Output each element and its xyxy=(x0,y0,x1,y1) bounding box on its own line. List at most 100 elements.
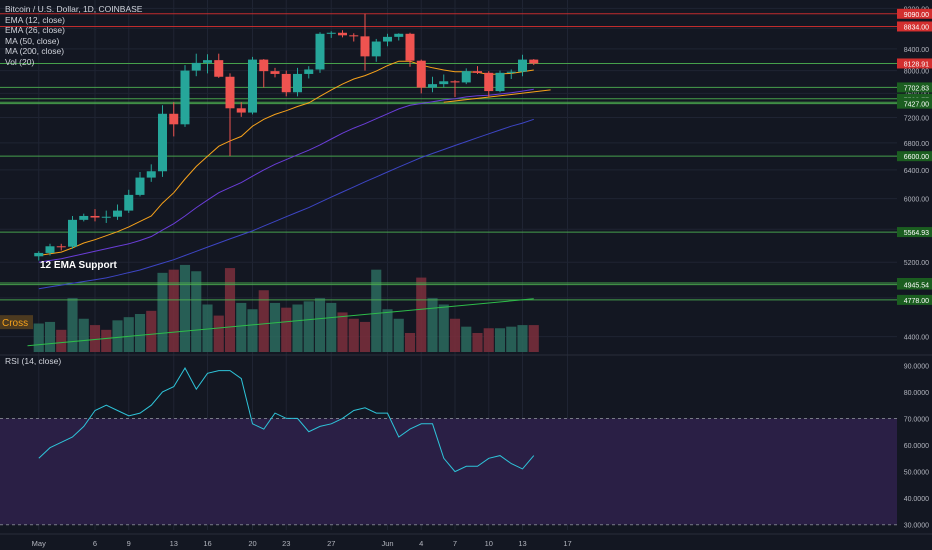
candle-body xyxy=(484,72,494,92)
legend-ema26[interactable]: EMA (26, close) xyxy=(5,25,65,35)
volume-bar xyxy=(89,325,101,352)
volume-bar xyxy=(494,328,506,352)
candle-body xyxy=(518,59,527,72)
trendline xyxy=(443,89,551,103)
legend-ma200[interactable]: MA (200, close) xyxy=(5,46,65,56)
candle-body xyxy=(101,216,111,218)
rsi-tick-label: 40.0000 xyxy=(904,496,929,503)
candle-body xyxy=(315,33,325,70)
ema26-line xyxy=(38,88,534,263)
price-axis-tag xyxy=(897,227,932,238)
candle-body xyxy=(383,36,392,42)
volume-bar xyxy=(179,264,191,352)
price-tick-label: 5200.00 xyxy=(904,260,929,267)
candle-body xyxy=(203,60,212,63)
candle-body xyxy=(495,72,505,92)
candle-body xyxy=(146,171,156,178)
ma200-line xyxy=(27,298,534,347)
volume-bar xyxy=(146,310,157,352)
candle-body xyxy=(248,59,257,113)
volume-bar xyxy=(269,302,281,352)
volume-bar xyxy=(528,325,539,352)
price-tick-label: 6000.00 xyxy=(904,197,929,204)
candle-body xyxy=(158,113,167,172)
price-axis-tag xyxy=(897,8,932,19)
time-tick-label: May xyxy=(32,539,46,548)
volume-bar xyxy=(101,329,112,352)
candle-body xyxy=(360,36,370,57)
rsi-tick-label: 30.0000 xyxy=(904,523,929,530)
price-axis-tag xyxy=(897,58,932,69)
price-axis-tag-label: 5564.93 xyxy=(904,230,929,237)
volume-bar xyxy=(382,309,393,352)
price-tick-label: 8000.00 xyxy=(904,69,929,76)
volume-bar xyxy=(348,318,359,352)
rsi-line xyxy=(38,366,535,473)
cross-annotation-bg xyxy=(0,315,33,330)
time-tick-label: 17 xyxy=(563,539,571,548)
volume-bar xyxy=(314,298,326,352)
price-axis-tag-label: 8128.91 xyxy=(904,61,929,68)
volume-bar xyxy=(236,302,247,352)
rsi-band xyxy=(0,418,897,525)
rsi-axis-background xyxy=(897,356,932,536)
candle-body xyxy=(461,71,471,83)
volume-bar xyxy=(506,326,517,352)
volume-bar xyxy=(461,326,472,352)
time-tick-label: 20 xyxy=(248,539,256,548)
volume-bar xyxy=(157,272,168,352)
price-axis-tag xyxy=(897,279,932,290)
candle-body xyxy=(225,76,235,109)
volume-bar xyxy=(213,315,224,352)
price-axis-tag-label: 6600.00 xyxy=(904,154,929,161)
volume-bar xyxy=(517,325,528,352)
candle-body xyxy=(281,73,291,93)
candle-body xyxy=(270,71,280,74)
candle-body xyxy=(124,194,134,211)
rsi-tick-label: 50.0000 xyxy=(904,470,929,477)
price-axis-tag xyxy=(897,294,932,305)
legend-volume[interactable]: Vol (20) xyxy=(5,56,35,67)
rsi-legend[interactable]: RSI (14, close) xyxy=(5,356,62,366)
volume-bar xyxy=(337,312,348,352)
volume-bar xyxy=(449,318,461,352)
candle-body xyxy=(394,33,404,37)
volume-bar xyxy=(202,304,213,352)
price-axis-tag xyxy=(897,82,932,93)
candle-body xyxy=(259,59,269,72)
time-tick-label: 9 xyxy=(127,539,131,548)
candle-body xyxy=(529,59,539,64)
volume-bar xyxy=(191,271,202,352)
volume-bar xyxy=(326,302,337,352)
volume-bar xyxy=(224,268,236,352)
price-axis-tag xyxy=(897,151,932,162)
ma50-line xyxy=(38,118,534,290)
rsi-tick-label: 80.0000 xyxy=(904,390,929,397)
volume-bar xyxy=(78,318,89,352)
cross-annotation: Cross xyxy=(2,318,28,329)
support-annotation: 12 EMA Support xyxy=(40,260,118,271)
price-tick-label: 6800.00 xyxy=(904,141,929,148)
candle-body xyxy=(473,71,482,73)
candle-body xyxy=(68,219,77,247)
volume-bar xyxy=(404,333,416,352)
time-tick-label: 16 xyxy=(203,539,211,548)
candle-body xyxy=(450,81,460,83)
price-axis-tag-label: 9090.00 xyxy=(904,12,929,19)
legend-ema12[interactable]: EMA (12, close) xyxy=(5,14,65,25)
price-axis-tag-label: 7427.00 xyxy=(904,102,929,109)
volume-bar xyxy=(33,323,44,352)
volume-bar xyxy=(258,290,269,352)
chart-legend: Bitcoin / U.S. Dollar, 1D, COINBASE EMA … xyxy=(5,4,142,67)
time-tick-label: 13 xyxy=(170,539,178,548)
price-axis-tag-label: 7702.83 xyxy=(904,85,929,92)
volume-bar xyxy=(416,277,427,352)
ema12-line xyxy=(38,60,534,256)
candle-body xyxy=(135,177,145,195)
legend-ma50[interactable]: MA (50, close) xyxy=(5,35,60,46)
time-tick-label: Jun xyxy=(381,539,393,548)
candle-body xyxy=(214,60,224,77)
candle-body xyxy=(90,215,100,218)
time-tick-label: 27 xyxy=(327,539,335,548)
